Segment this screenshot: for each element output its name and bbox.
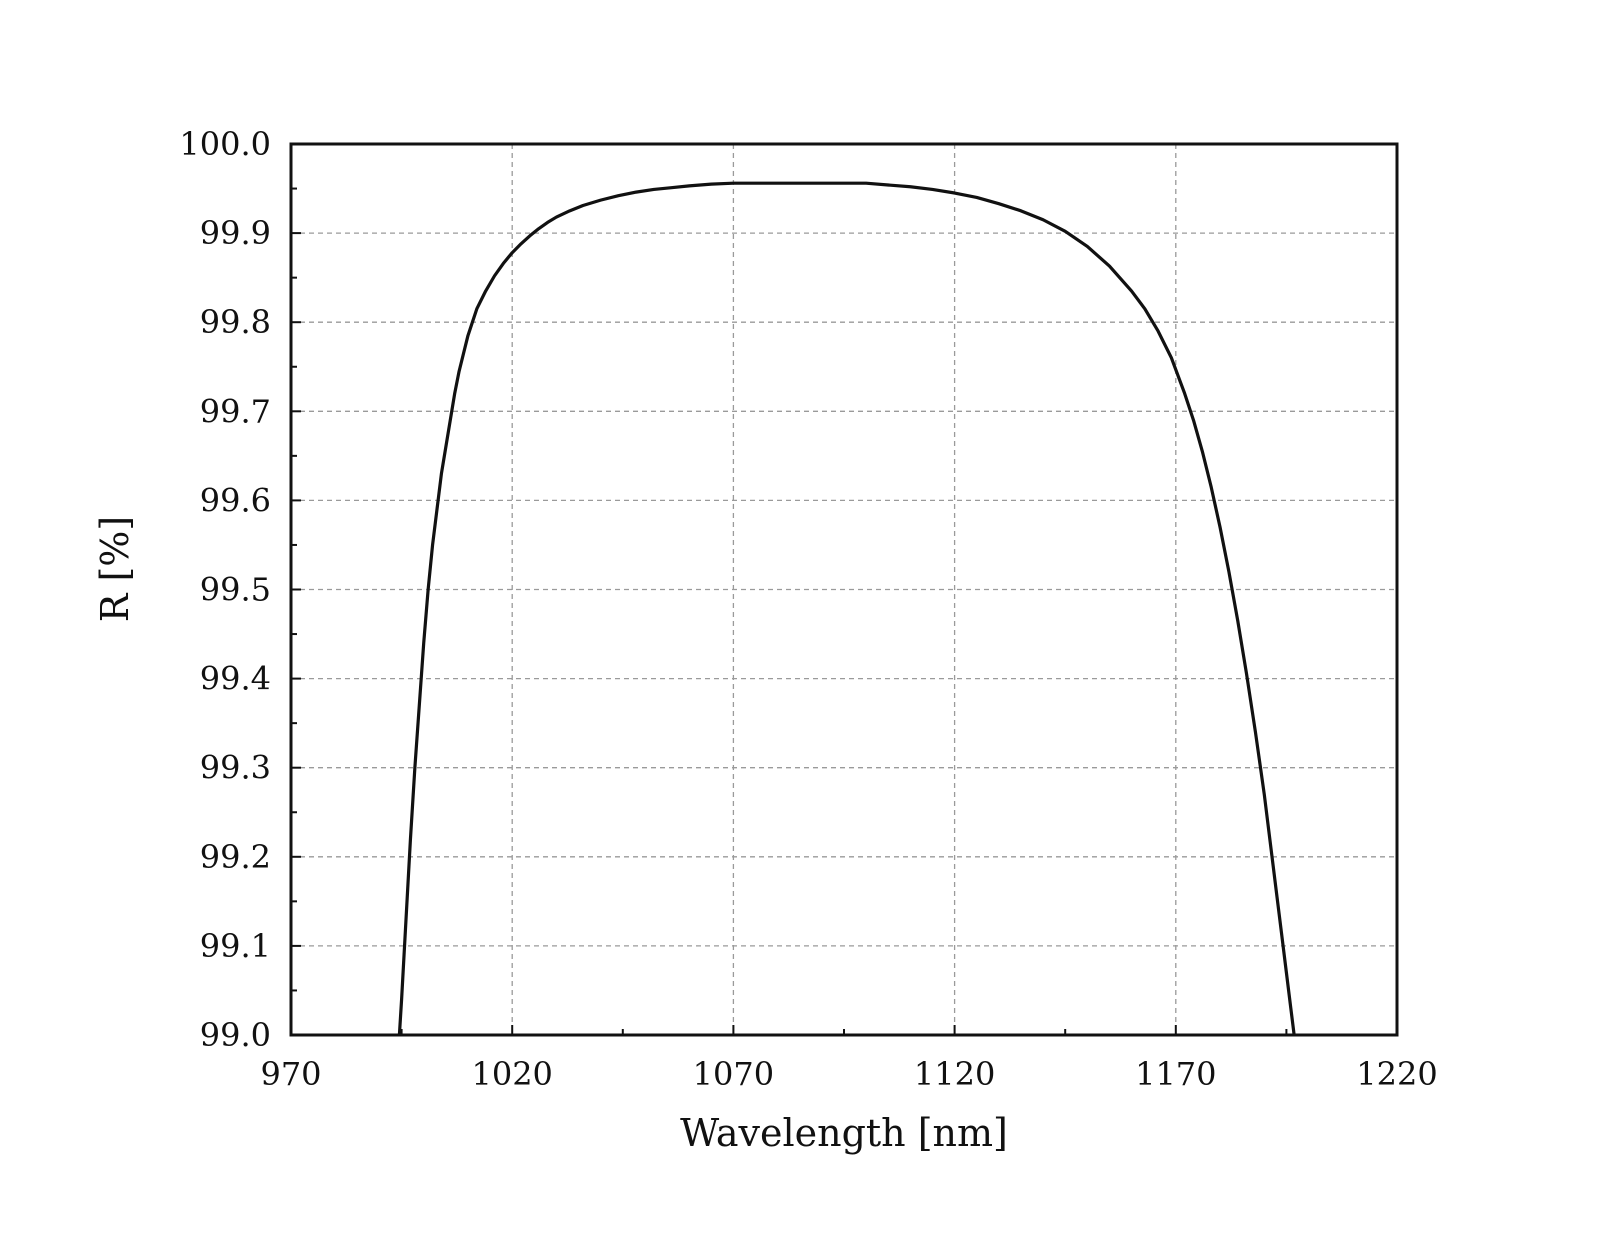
y-tick-label: 99.9 [200,214,271,252]
x-tick-label: 1220 [1356,1055,1437,1093]
minor-tick-layer [291,187,1288,1035]
y-tick-label: 100.0 [179,125,271,163]
reflectance-curve [397,181,1296,1035]
y-tick-label: 99.3 [200,749,271,787]
y-tick-label: 99.7 [200,392,271,430]
y-tick-label: 99.5 [200,571,271,609]
curve-layer [397,181,1296,1035]
y-tick-label: 99.8 [200,303,271,341]
x-tick-label: 970 [260,1055,321,1093]
x-tick-label-layer: 970 1020 1070 1120 1170 1220 [260,1055,1437,1093]
y-tick-label: 99.4 [200,660,271,698]
y-tick-label: 99.2 [200,838,271,876]
y-tick-label-layer: 99.0 99.1 99.2 99.3 99.4 99.5 99.6 99.7 99.8 99.9… [179,125,271,1054]
x-axis-title: Wavelength [nm] [680,1111,1008,1155]
y-tick-label: 99.0 [200,1016,271,1054]
major-tick-layer [290,143,1398,1036]
y-tick-label: 99.6 [200,481,271,519]
x-tick-label: 1020 [471,1055,552,1093]
x-tick-label: 1120 [914,1055,995,1093]
x-tick-label: 1170 [1135,1055,1216,1093]
x-tick-label: 1070 [693,1055,774,1093]
y-tick-label: 99.1 [200,927,271,965]
y-axis-title: R [%] [93,516,137,622]
